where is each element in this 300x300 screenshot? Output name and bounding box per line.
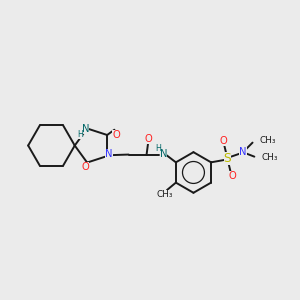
Text: O: O [112, 130, 120, 140]
Text: N: N [82, 124, 89, 134]
Text: N: N [239, 147, 247, 157]
Text: O: O [228, 171, 236, 181]
Text: CH₃: CH₃ [260, 136, 276, 145]
Text: O: O [144, 134, 152, 144]
Text: N: N [160, 149, 167, 159]
Text: H: H [155, 144, 161, 153]
Text: CH₃: CH₃ [262, 153, 278, 162]
Text: O: O [82, 162, 89, 172]
Text: H: H [78, 130, 83, 139]
Text: O: O [219, 136, 227, 146]
Text: N: N [105, 149, 113, 159]
Text: CH₃: CH₃ [157, 190, 173, 199]
Text: S: S [224, 152, 231, 165]
